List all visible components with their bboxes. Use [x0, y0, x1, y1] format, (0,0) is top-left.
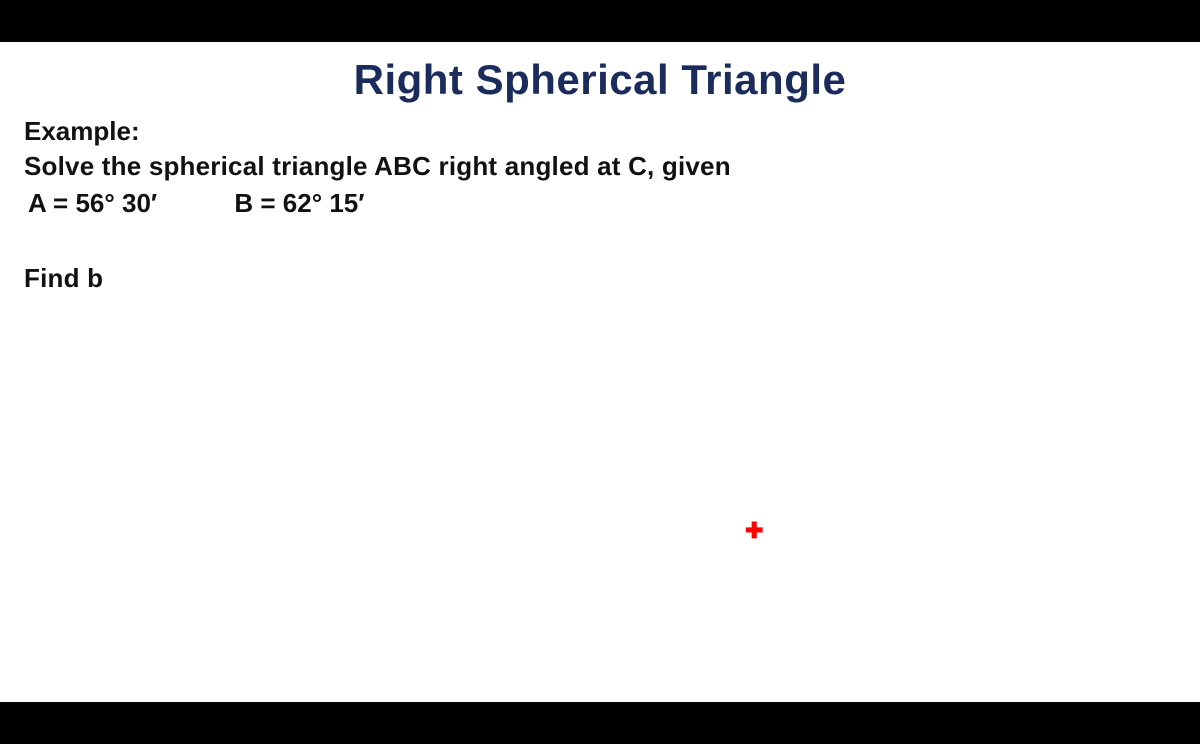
given-angle-b: B = 62° 15′: [234, 188, 364, 219]
find-prompt: Find b: [24, 263, 1176, 294]
slide-body: Example: Solve the spherical triangle AB…: [0, 104, 1200, 294]
example-label: Example:: [24, 116, 1176, 147]
given-values-row: A = 56° 30′ B = 62° 15′: [24, 188, 1176, 219]
given-angle-a: A = 56° 30′: [28, 188, 157, 219]
slide-area: Right Spherical Triangle Example: Solve …: [0, 42, 1200, 702]
problem-statement: Solve the spherical triangle ABC right a…: [24, 151, 1176, 182]
slide-title: Right Spherical Triangle: [0, 56, 1200, 104]
laser-pointer-icon: ✚: [745, 520, 763, 542]
